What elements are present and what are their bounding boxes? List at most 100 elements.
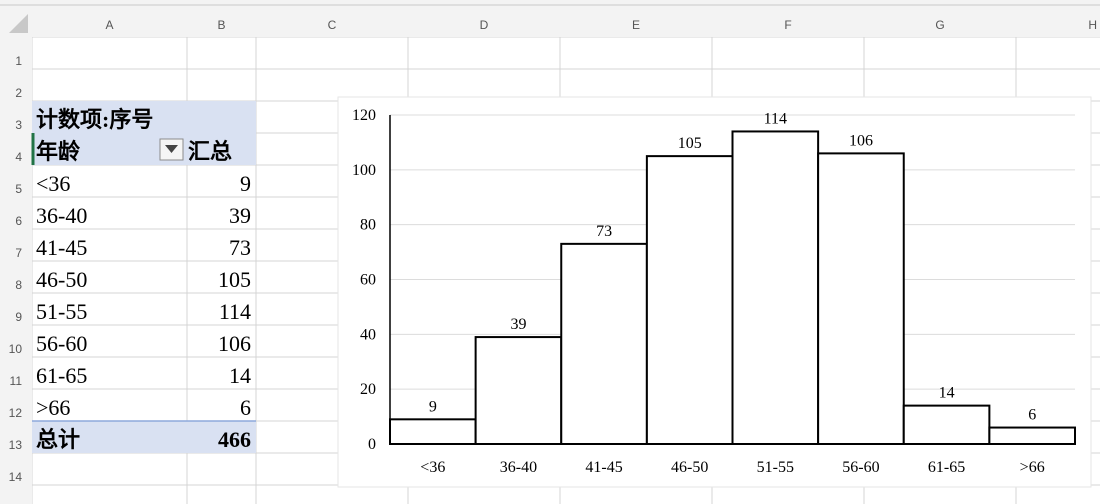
row-header-8[interactable]: 8 — [15, 278, 22, 292]
pivot-row-label[interactable]: 41-45 — [36, 235, 87, 260]
column-header-h[interactable]: H — [1088, 18, 1097, 32]
row-header-3[interactable]: 3 — [15, 118, 22, 132]
x-tick-label: <36 — [420, 459, 445, 476]
data-label: 106 — [849, 132, 873, 149]
column-header-a[interactable]: A — [105, 18, 113, 32]
y-tick-label: 20 — [360, 381, 376, 398]
pivot-row-label[interactable]: <36 — [36, 171, 70, 196]
pivot-row-label[interactable]: 61-65 — [36, 363, 87, 388]
y-axis-tick-labels: 0 20 40 60 80 100 120 — [352, 107, 376, 453]
pivot-total-highlight — [32, 421, 256, 453]
x-axis-tick-labels: <36 36-40 41-45 46-50 51-55 56-60 61-65 >66 — [420, 459, 1044, 476]
y-tick-label: 80 — [360, 217, 376, 234]
dropdown-arrow-icon[interactable] — [165, 145, 178, 153]
row-header-6[interactable]: 6 — [15, 214, 22, 228]
pivot-value-header[interactable]: 汇总 — [188, 139, 232, 164]
chart-bars — [389, 130, 1076, 446]
y-tick-label: 100 — [352, 162, 376, 179]
x-tick-label: 61-65 — [928, 459, 965, 476]
pivot-row: <36 9 — [36, 171, 251, 196]
pivot-header-highlight — [32, 101, 256, 165]
pivot-row-label[interactable]: 51-55 — [36, 299, 87, 324]
row-header-12[interactable]: 12 — [9, 406, 23, 420]
row-header-11[interactable]: 11 — [10, 374, 23, 388]
column-header-bar — [0, 0, 1100, 37]
column-headers: A B C D E F G H — [0, 0, 1100, 37]
row-header-13[interactable]: 13 — [9, 438, 23, 452]
row-header-5[interactable]: 5 — [15, 182, 22, 196]
data-label: 9 — [429, 398, 437, 415]
pivot-row-value[interactable]: 6 — [240, 395, 251, 420]
data-label: 14 — [939, 385, 955, 402]
data-label: 6 — [1028, 407, 1036, 424]
pivot-row-header[interactable]: 年龄 — [36, 139, 81, 164]
chart-data-labels: 9 39 73 105 114 106 14 6 — [429, 110, 1036, 423]
column-header-b[interactable]: B — [217, 18, 225, 32]
row-header-bar — [0, 37, 32, 504]
pivot-row: 56-60 106 — [36, 331, 251, 356]
x-tick-label: 41-45 — [585, 459, 622, 476]
pivot-row-value[interactable]: 114 — [219, 299, 251, 324]
pivot-title[interactable]: 计数项:序号 — [36, 107, 153, 132]
y-tick-label: 0 — [368, 436, 376, 453]
row-header-7[interactable]: 7 — [15, 246, 22, 260]
column-header-g[interactable]: G — [935, 18, 944, 32]
y-tick-label: 60 — [360, 272, 376, 289]
row-header-14[interactable]: 14 — [9, 470, 23, 484]
pivot-row-value[interactable]: 14 — [229, 363, 251, 388]
row-header-10[interactable]: 10 — [9, 342, 23, 356]
bar-3[interactable] — [560, 242, 648, 445]
pivot-row: 51-55 114 — [36, 299, 251, 324]
pivot-row: >66 6 — [36, 395, 251, 420]
x-tick-label: 46-50 — [671, 459, 708, 476]
pivot-row-label[interactable]: 36-40 — [36, 203, 87, 228]
pivot-row-label[interactable]: >66 — [36, 395, 70, 420]
bar-4[interactable] — [645, 155, 734, 445]
column-header-e[interactable]: E — [632, 18, 640, 32]
pivot-row: 61-65 14 — [36, 363, 251, 388]
x-tick-label: 56-60 — [842, 459, 879, 476]
pivot-total-value[interactable]: 466 — [218, 427, 251, 452]
bar-7[interactable] — [902, 404, 991, 446]
row-header-1[interactable]: 1 — [15, 54, 22, 68]
pivot-row-value[interactable]: 106 — [218, 331, 251, 356]
pivot-row-value[interactable]: 9 — [240, 171, 251, 196]
row-header-2[interactable]: 2 — [15, 86, 22, 100]
column-header-d[interactable]: D — [480, 18, 489, 32]
column-header-f[interactable]: F — [784, 18, 791, 32]
data-label: 105 — [678, 135, 702, 152]
bar-8[interactable] — [988, 426, 1076, 445]
pivot-row: 36-40 39 — [36, 203, 251, 228]
bar-1[interactable] — [389, 418, 477, 446]
pivot-row-value[interactable]: 39 — [229, 203, 251, 228]
column-header-c[interactable]: C — [328, 18, 337, 32]
data-label: 114 — [764, 110, 787, 127]
data-label: 39 — [510, 316, 526, 333]
row-header-4[interactable]: 4 — [15, 150, 22, 164]
select-all-icon[interactable] — [9, 14, 28, 33]
x-tick-label: 36-40 — [500, 459, 537, 476]
pivot-row-value[interactable]: 73 — [229, 235, 251, 260]
row-header-9[interactable]: 9 — [15, 310, 22, 324]
row-filter-dropdown-button[interactable] — [159, 138, 184, 161]
y-tick-label: 120 — [352, 107, 376, 124]
pivot-row-value[interactable]: 105 — [218, 267, 251, 292]
pivot-total-label[interactable]: 总计 — [36, 427, 80, 452]
bar-5[interactable] — [731, 130, 820, 445]
pivot-row: 46-50 105 — [36, 267, 251, 292]
pivot-rows: <36 9 36-40 39 41-45 73 46-50 105 51-55 114 56-60 1… — [36, 171, 251, 420]
pivot-row-label[interactable]: 46-50 — [36, 267, 87, 292]
x-tick-label: 51-55 — [757, 459, 794, 476]
x-tick-label: >66 — [1020, 459, 1045, 476]
pivot-row-label[interactable]: 56-60 — [36, 331, 87, 356]
pivot-row: 41-45 73 — [36, 235, 251, 260]
bar-6[interactable] — [817, 152, 905, 445]
pivot-table: 计数项:序号 年龄 汇总 <36 9 36-40 39 41-45 73 46-50 105 5… — [31, 101, 256, 453]
data-label: 73 — [596, 223, 612, 240]
bar-2[interactable] — [474, 336, 563, 446]
y-tick-label: 40 — [360, 326, 376, 343]
histogram-chart[interactable]: 0 20 40 60 80 100 120 9 39 73 105 114 106 14 6 <36 36-… — [337, 96, 1092, 488]
